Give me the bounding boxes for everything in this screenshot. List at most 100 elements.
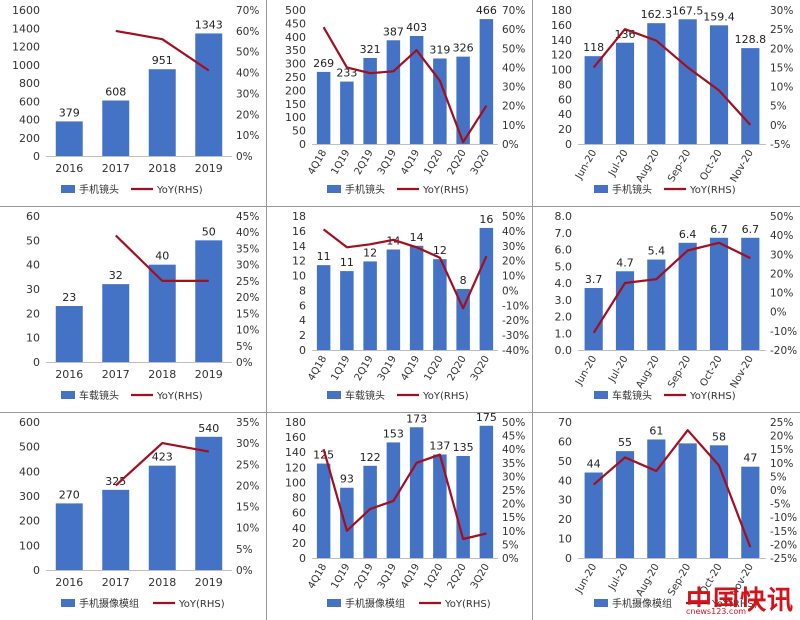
bar	[148, 465, 176, 570]
x-axis-category-label: 3Q19	[376, 354, 399, 383]
left-axis-tick-label: 20	[558, 513, 572, 526]
right-axis-tick-label: 30%	[236, 438, 259, 450]
chart-svg: 0.0 1.0 2.0 3.0 4.0 5.0 6.0 7.0 8.0 -20% -10% 0% 10%…	[555, 210, 798, 402]
legend-bar-swatch	[594, 185, 608, 193]
bar-data-label: 128.8	[735, 33, 767, 46]
left-axis-tick-label: 40	[292, 522, 306, 535]
bar-data-label: 175	[476, 412, 497, 424]
left-axis-tick-label: 50	[26, 234, 40, 247]
right-axis-tick-label: 0%	[770, 485, 787, 497]
right-axis-tick-label: 0%	[502, 553, 519, 565]
x-axis-category-label: Jun-20	[573, 354, 599, 388]
bar-data-label: 14	[410, 231, 424, 244]
yoy-line	[322, 448, 487, 541]
right-axis-tick-label: 30%	[502, 471, 525, 483]
left-axis-tick-label: 10	[558, 533, 572, 546]
right-axis-tick-label: 5%	[770, 101, 787, 113]
x-axis-category-label: 3Q20	[469, 562, 492, 591]
bar-data-label: 11	[340, 256, 354, 269]
bar-data-label: 608	[105, 86, 126, 99]
right-axis-tick-label: 45%	[236, 211, 259, 223]
bar-data-label: 319	[429, 44, 450, 57]
left-axis-tick-label: 600	[19, 416, 40, 429]
x-axis-category-label: 2016	[55, 162, 83, 175]
left-axis-tick-label: 0	[299, 344, 306, 357]
right-axis-tick-label: 25%	[770, 417, 793, 429]
bar	[678, 19, 697, 144]
left-axis-tick-label: 50	[292, 125, 306, 138]
right-axis-tick-label: 10%	[502, 526, 525, 538]
left-axis-tick-label: 0	[33, 150, 40, 163]
right-axis-tick-label: 10%	[236, 130, 259, 142]
right-axis-tick-label: 20%	[236, 480, 259, 492]
right-axis-tick-label: 40%	[502, 62, 525, 74]
bar-data-label: 403	[406, 21, 427, 34]
right-axis-tick-label: 10%	[502, 120, 525, 132]
right-axis-tick-label: 0%	[236, 565, 253, 577]
left-axis-tick-label: 80	[558, 78, 572, 91]
right-axis-tick-label: -20%	[502, 315, 529, 327]
bar	[584, 56, 603, 144]
bar	[195, 240, 223, 362]
right-axis-tick-label: -40%	[502, 345, 529, 357]
right-axis-tick-label: 40%	[502, 226, 525, 238]
right-axis-tick-label: 30%	[502, 241, 525, 253]
left-axis-tick-label: 16	[292, 225, 306, 238]
bar	[584, 472, 603, 558]
bar-data-label: 23	[62, 291, 76, 304]
bar	[678, 443, 697, 558]
bar	[340, 81, 354, 144]
x-axis-category-label: 1Q19	[329, 562, 352, 591]
watermark-logo: 中国快讯 cnews123.com	[634, 586, 794, 616]
left-axis-tick-label: 250	[285, 71, 306, 84]
bar-data-label: 47	[743, 452, 757, 465]
bar	[409, 35, 424, 144]
legend-line-label: YoY(RHS)	[444, 599, 491, 610]
x-axis-category-label: Sep-20	[666, 354, 693, 390]
bar	[615, 451, 635, 558]
panel-divider	[532, 0, 533, 620]
left-axis-tick-label: 600	[19, 95, 40, 108]
right-axis-tick-label: 15%	[502, 512, 525, 524]
left-axis-tick-label: 1.0	[555, 327, 573, 340]
x-axis-category-label: 2017	[102, 368, 130, 381]
left-axis-tick-label: 300	[19, 490, 40, 503]
bar	[363, 465, 377, 558]
legend-bar-swatch	[327, 599, 341, 607]
right-axis-tick-label: 35%	[502, 458, 525, 470]
right-axis-tick-label: 40%	[770, 230, 793, 242]
right-axis-tick-label: -5%	[770, 499, 790, 511]
right-axis-tick-label: 60%	[236, 26, 259, 38]
right-axis-tick-label: 30%	[236, 260, 259, 272]
left-axis-tick-label: 60	[558, 435, 572, 448]
x-axis-category-label: 2Q20	[446, 148, 469, 177]
right-axis-tick-label: 50%	[770, 211, 793, 223]
left-axis-tick-label: 18	[292, 210, 306, 223]
x-axis-category-label: Sep-20	[666, 148, 693, 184]
bar	[615, 42, 635, 144]
x-axis-category-label: 3Q20	[469, 148, 492, 177]
left-axis-tick-label: 8.0	[555, 210, 573, 223]
x-axis-category-label: Oct-20	[698, 354, 724, 389]
left-axis-tick-label: 0	[565, 552, 572, 565]
right-axis-tick-label: 30%	[770, 5, 793, 17]
x-axis-category-label: 2018	[148, 576, 176, 589]
left-axis-tick-label: 6	[299, 299, 306, 312]
left-axis-tick-label: 30	[26, 283, 40, 296]
left-axis-tick-label: 400	[19, 114, 40, 127]
bar	[316, 463, 331, 558]
bar-data-label: 325	[105, 475, 126, 488]
x-axis-category-label: 2019	[195, 162, 223, 175]
bar-data-label: 11	[317, 250, 331, 263]
right-axis-tick-label: 20%	[770, 431, 793, 443]
right-axis-tick-label: -15%	[770, 526, 797, 538]
right-axis-tick-label: 50%	[502, 417, 525, 429]
legend-line-label: YoY(RHS)	[689, 185, 736, 196]
left-axis-tick-label: 0	[299, 552, 306, 565]
yoy-line	[592, 241, 751, 334]
left-axis-tick-label: 40	[558, 108, 572, 121]
right-axis-tick-label: 40%	[236, 227, 259, 239]
x-axis-category-label: 1Q20	[422, 562, 445, 591]
legend-line-label: YoY(RHS)	[156, 391, 203, 402]
